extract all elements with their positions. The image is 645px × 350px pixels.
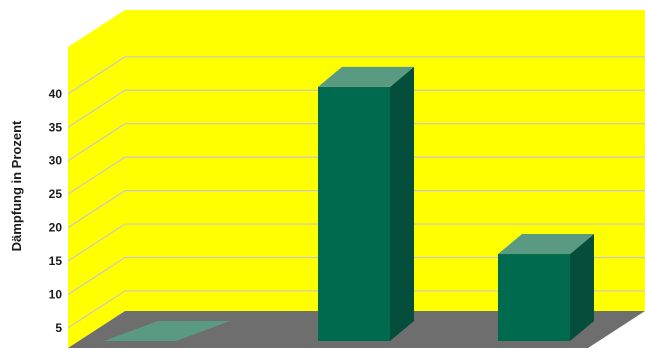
y-tick-label: 5 [55, 321, 62, 335]
side-wall [68, 10, 125, 348]
bar [104, 321, 230, 341]
gridline [67, 190, 645, 229]
gridline [67, 123, 645, 162]
y-axis-ticks: 5 10 15 20 25 30 35 40 [49, 87, 63, 335]
gridline [67, 290, 645, 329]
y-tick-label: 10 [49, 287, 63, 301]
gridline [67, 223, 645, 262]
y-tick-label: 20 [49, 221, 63, 235]
y-tick-label: 30 [49, 154, 63, 168]
bar-top [104, 321, 230, 341]
bar [318, 66, 414, 342]
bar-top [498, 234, 594, 255]
bar-side [390, 66, 414, 342]
gridline [67, 156, 645, 195]
y-tick-label: 40 [49, 87, 63, 101]
y-tick-label: 15 [49, 254, 63, 268]
y-axis-title: Dämpfung in Prozent [9, 120, 24, 251]
bars [104, 66, 594, 342]
bar-front [498, 254, 570, 341]
y-tick-label: 25 [49, 187, 63, 201]
y-tick-label: 35 [49, 120, 63, 134]
bar-top [318, 66, 414, 87]
bar-front [318, 86, 390, 341]
gridline [67, 256, 645, 295]
bar [498, 234, 594, 341]
bar-side [570, 234, 594, 341]
gridlines [67, 56, 645, 329]
gridline [67, 89, 645, 128]
gridline [67, 56, 645, 95]
